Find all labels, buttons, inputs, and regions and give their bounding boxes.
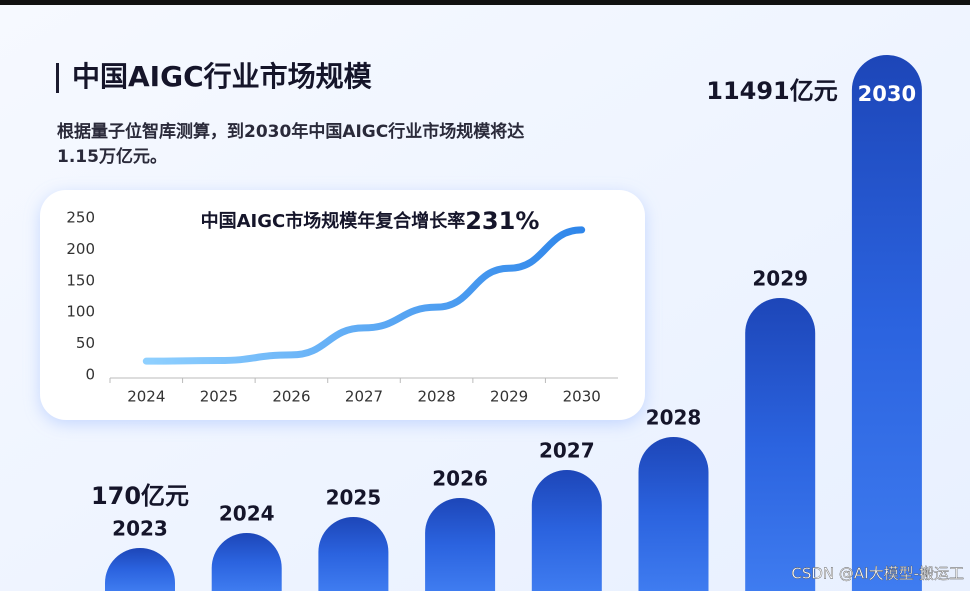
bar-year-label: 2023	[112, 517, 168, 541]
bar	[318, 517, 389, 591]
bar-year-label: 2025	[326, 486, 382, 510]
y-tick-label: 50	[76, 334, 95, 352]
x-tick-label: 2028	[417, 388, 455, 406]
y-tick-label: 0	[85, 366, 95, 384]
y-tick-label: 200	[66, 240, 95, 258]
x-tick-label: 2026	[272, 388, 310, 406]
x-tick-label: 2025	[200, 388, 238, 406]
value-annotation: 11491亿元	[706, 77, 838, 105]
bar-year-label: 2028	[646, 406, 702, 430]
title-marker	[56, 63, 59, 93]
line-title: 中国AIGC市场规模年复合增长率231%	[201, 207, 540, 235]
x-tick-label: 2027	[345, 388, 383, 406]
x-tick-label: 2024	[127, 388, 165, 406]
bar	[851, 55, 922, 591]
bar	[211, 533, 282, 591]
top-bar	[0, 0, 970, 5]
line-chart: 中国AIGC市场规模年复合增长率231% 0 50 100 150 200 250 2024…	[66, 207, 618, 406]
bar-year-label: 2030	[858, 82, 916, 106]
cagr: 231%	[465, 207, 539, 235]
bar	[531, 470, 602, 591]
y-tick-label: 100	[66, 303, 95, 321]
bar	[638, 437, 709, 591]
subtitle: 根据量子位智库测算，到2030年中国AIGC行业市场规模将达	[57, 121, 524, 142]
page-title: 中国AIGC行业市场规模	[72, 60, 373, 93]
bar	[745, 298, 816, 591]
bar-year-label: 2024	[219, 502, 275, 526]
bar-chart: 2023 2024 2025 2026 2027 2028 2029 2030 170亿元 114…	[91, 55, 922, 591]
watermark: CSDN @AI大模型-搬运工	[791, 565, 964, 583]
y-tick-label: 250	[66, 209, 95, 227]
bar-year-label: 2029	[752, 267, 808, 291]
x-tick-label: 2030	[563, 388, 601, 406]
line-title-text: 中国AIGC市场规模年复合增长率	[201, 210, 466, 232]
bar-year-label: 2027	[539, 439, 595, 463]
line-series	[142, 226, 586, 365]
value-annotation: 170亿元	[91, 482, 189, 510]
x-tick-label: 2029	[490, 388, 528, 406]
bar	[105, 548, 175, 591]
y-tick-label: 150	[66, 271, 95, 289]
bar-year-label: 2026	[432, 467, 488, 491]
bar	[425, 498, 496, 591]
subtitle: 1.15万亿元。	[57, 146, 167, 167]
